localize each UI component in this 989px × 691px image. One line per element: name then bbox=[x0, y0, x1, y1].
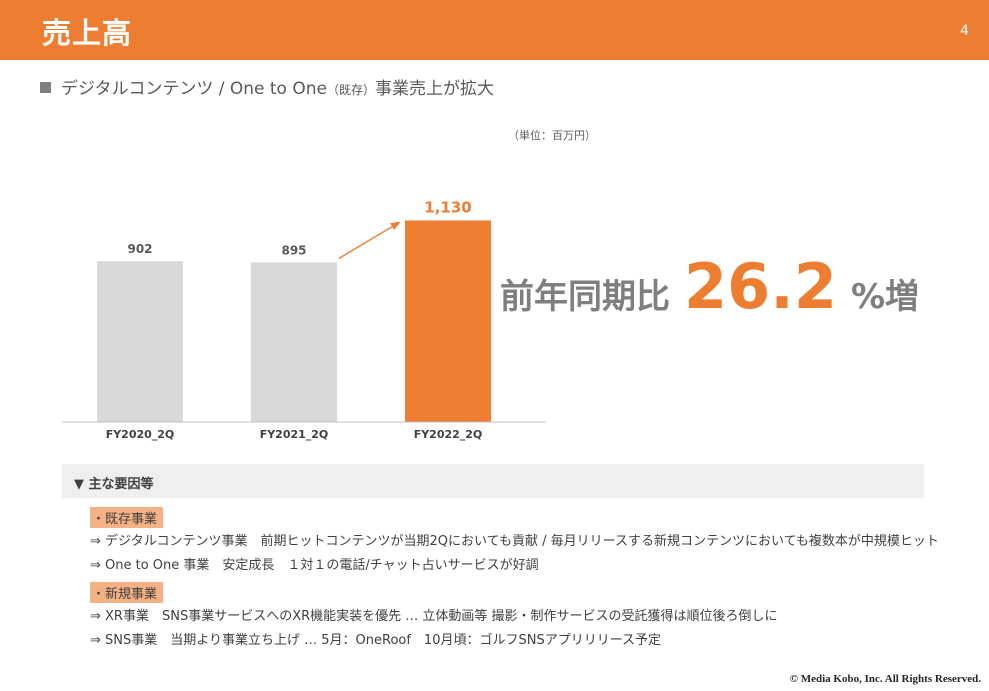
yoy-growth: 前年同期比 26.2 %増 bbox=[500, 250, 919, 350]
new-line-1: ⇒ XR事業 SNS事業サービスへのXR機能実装を優先 … 立体動画等 撮影・制… bbox=[90, 609, 778, 624]
square-bullet-icon bbox=[40, 82, 51, 93]
page-title: 売上高 bbox=[42, 16, 133, 50]
subtitle-small: （既存） bbox=[326, 83, 375, 97]
existing-line-1: ⇒ デジタルコンテンツ事業 前期ヒットコンテンツが当期2Qにおいても貢献 / 毎… bbox=[90, 534, 939, 549]
subtitle-main: デジタルコンテンツ / One to One bbox=[61, 79, 327, 99]
category-label-FY2022_2Q: FY2022_2Q bbox=[414, 428, 483, 441]
category-label-FY2020_2Q: FY2020_2Q bbox=[106, 428, 175, 441]
subtitle-rest: 事業売上が拡大 bbox=[374, 79, 494, 99]
revenue-bar-chart: 902 FY2020_2Q 895 FY2021_2Q 1,130 FY2022_2Q bbox=[62, 198, 546, 441]
subtitle: デジタルコンテンツ / One to One（既存）事業売上が拡大 bbox=[40, 74, 494, 99]
new-line-2: ⇒ SNS事業 当期より事業立ち上げ … 5月：OneRoof 10月頃：ゴルフ… bbox=[90, 633, 662, 648]
bar-FY2022_2Q bbox=[405, 220, 491, 422]
bar-FY2021_2Q bbox=[251, 262, 337, 422]
header-bar: 売上高 4 bbox=[0, 0, 989, 60]
value-label-FY2021_2Q: 895 bbox=[281, 243, 306, 257]
page-number: 4 bbox=[960, 23, 969, 39]
growth-arrow bbox=[338, 221, 401, 259]
yoy-value: 26.2 bbox=[684, 250, 837, 323]
bar-FY2020_2Q bbox=[97, 261, 183, 422]
yoy-suffix: %増 bbox=[850, 277, 920, 317]
yoy-label: 前年同期比 bbox=[500, 277, 670, 317]
unit-label: （単位：百万円） bbox=[508, 129, 596, 142]
value-label-FY2022_2Q: 1,130 bbox=[424, 198, 471, 216]
factors-heading-bar: ▼ 主な要因等 bbox=[62, 464, 924, 498]
existing-line-2: ⇒ One to One 事業 安定成長 １対１の電話/チャット占いサービスが好… bbox=[90, 558, 539, 573]
existing-business-tag: ・既存事業 bbox=[90, 507, 164, 528]
factors-heading: ▼ 主な要因等 bbox=[74, 477, 154, 492]
new-business-tag: ・新規事業 bbox=[90, 582, 164, 603]
copyright: © Media Kobo, Inc. All Rights Reserved. bbox=[789, 673, 981, 685]
category-label-FY2021_2Q: FY2021_2Q bbox=[260, 428, 329, 441]
value-label-FY2020_2Q: 902 bbox=[127, 242, 152, 256]
